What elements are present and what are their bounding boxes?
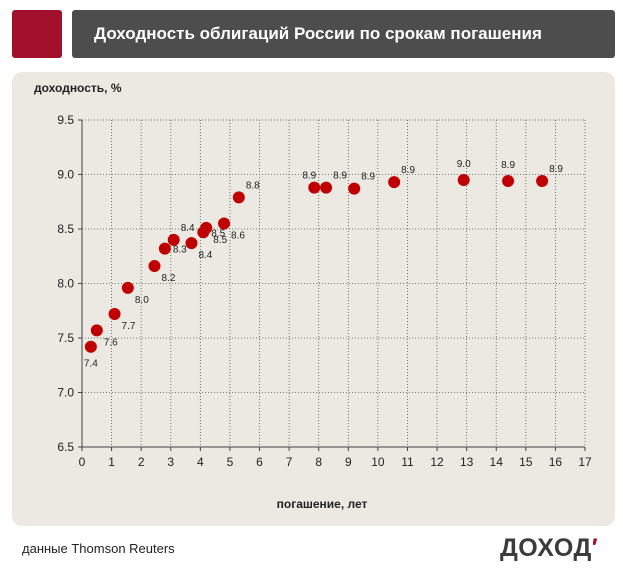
data-label: 8.5 — [211, 228, 225, 239]
x-axis-title: погашение, лет — [277, 497, 368, 511]
x-tick-label: 5 — [227, 455, 234, 469]
data-point — [218, 217, 231, 230]
data-label: 8.5 — [213, 235, 227, 246]
x-tick-label: 15 — [519, 455, 533, 469]
data-point — [457, 173, 470, 186]
data-label: 8.9 — [549, 164, 563, 175]
y-tick-label: 9.5 — [57, 113, 74, 127]
data-label: 8.6 — [231, 231, 245, 242]
y-axis-title: доходность, % — [34, 81, 122, 95]
x-tick-label: 12 — [430, 455, 444, 469]
data-point — [148, 260, 161, 273]
data-label: 7.7 — [122, 321, 136, 332]
data-label: 8.0 — [135, 295, 149, 306]
x-tick-label: 10 — [371, 455, 385, 469]
data-point — [502, 175, 515, 188]
x-tick-label: 14 — [490, 455, 504, 469]
y-tick-label: 8.5 — [57, 222, 74, 236]
page-title: Доходность облигаций России по срокам по… — [94, 24, 542, 43]
y-tick-label: 7.0 — [57, 386, 74, 400]
chart-panel: 0 1 2 3 4 5 6 7 8 9 10 11 12 13 14 15 16 17 6.5 7.0 7.5 8.0 8.… — [12, 72, 615, 526]
y-tick-label: 7.5 — [57, 331, 74, 345]
x-tick-label: 3 — [167, 455, 174, 469]
data-point — [536, 175, 549, 188]
data-label: 8.9 — [302, 171, 316, 182]
x-tick-label: 0 — [79, 455, 86, 469]
data-label: 8.9 — [401, 165, 415, 176]
data-label: 8.9 — [333, 171, 347, 182]
data-point — [348, 182, 361, 195]
data-point — [121, 281, 134, 294]
data-label: 8.4 — [181, 223, 195, 234]
brand-square — [12, 10, 62, 58]
data-point — [200, 221, 213, 234]
data-label: 7.6 — [104, 337, 118, 348]
x-tick-label: 9 — [345, 455, 352, 469]
data-point — [108, 308, 121, 321]
data-point — [320, 181, 333, 194]
x-tick-label: 11 — [401, 455, 414, 469]
logo-accent: ′ — [591, 534, 599, 562]
scatter-chart: 0 1 2 3 4 5 6 7 8 9 10 11 12 13 14 15 16 176.57.07.58.08.… — [34, 81, 592, 511]
data-point — [158, 242, 171, 255]
x-tick-label: 7 — [286, 455, 293, 469]
x-tick-label: 17 — [578, 455, 592, 469]
data-label: 8.4 — [198, 250, 212, 261]
data-point — [167, 233, 180, 246]
data-point — [84, 340, 97, 353]
x-tick-label: 16 — [549, 455, 563, 469]
data-label: 8.3 — [173, 245, 187, 256]
data-label: 8.9 — [361, 172, 375, 183]
logo-text: ДОХОД — [500, 534, 592, 562]
x-tick-label: 6 — [256, 455, 263, 469]
y-tick-label: 8.0 — [57, 277, 74, 291]
data-point — [90, 324, 103, 337]
data-label: 8.2 — [161, 273, 175, 284]
x-tick-label: 4 — [197, 455, 204, 469]
dohod-logo: ДОХОД′ — [500, 534, 598, 563]
x-tick-label: 8 — [315, 455, 322, 469]
data-point — [185, 237, 198, 250]
data-label: 7.4 — [84, 359, 98, 370]
data-point — [388, 176, 401, 189]
data-label: 8.9 — [501, 160, 515, 171]
y-tick-label: 6.5 — [57, 440, 74, 454]
source-note: данные Thomson Reuters — [22, 541, 175, 556]
y-tick-label: 9.0 — [57, 168, 74, 182]
data-label: 8.8 — [246, 180, 260, 191]
data-point — [308, 181, 321, 194]
data-label: 9.0 — [457, 159, 471, 170]
header-bar: Доходность облигаций России по срокам по… — [72, 10, 615, 58]
x-tick-label: 1 — [108, 455, 115, 469]
data-point — [232, 191, 245, 204]
x-tick-label: 13 — [460, 455, 474, 469]
x-tick-label: 2 — [138, 455, 145, 469]
